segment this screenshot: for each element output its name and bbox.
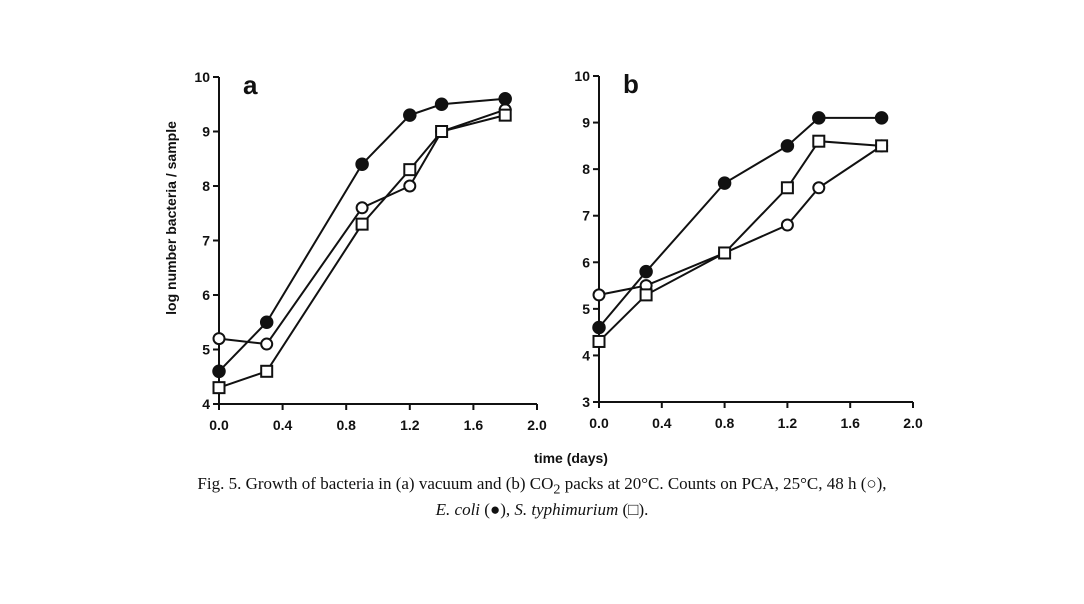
- data-point-filled-circle: [717, 176, 732, 190]
- data-point-open-square: [780, 181, 794, 195]
- series-line-open-square: [598, 140, 882, 343]
- x-tick-label: 0.4: [652, 415, 672, 431]
- caption-line-1: Fig. 5. Growth of bacteria in (a) vacuum…: [0, 474, 1084, 498]
- y-tick-label: 5: [582, 301, 590, 317]
- data-point-open-square: [498, 108, 512, 122]
- y-tick-label: 9: [202, 124, 210, 140]
- x-tick-label: 1.2: [778, 415, 798, 431]
- data-point-open-square: [639, 288, 653, 302]
- x-tick-label: 1.6: [840, 415, 860, 431]
- x-tick-label: 1.2: [400, 417, 420, 433]
- series-line-filled-circle: [218, 97, 506, 372]
- data-point-filled-circle: [592, 320, 606, 335]
- shared-ylabel: log number bacteria / sample: [163, 121, 179, 315]
- panel-label: b: [623, 69, 639, 99]
- y-tick-label: 8: [202, 178, 210, 194]
- data-point-filled-circle: [403, 108, 417, 122]
- data-point-open-square: [812, 134, 826, 148]
- caption-line-2: E. coli (●), S. typhimurium (□).: [0, 500, 1084, 520]
- data-point-open-circle: [212, 332, 226, 346]
- y-tick-label: 10: [194, 69, 210, 85]
- x-tick-label: 2.0: [527, 417, 547, 433]
- series-line-filled-circle: [598, 116, 882, 329]
- y-tick-label: 5: [202, 342, 210, 358]
- series-line-open-square: [218, 114, 506, 389]
- caption-species-ecoli: E. coli: [435, 500, 481, 519]
- x-tick-label: 2.0: [903, 415, 923, 431]
- data-point-open-square: [212, 381, 226, 395]
- data-point-filled-circle: [434, 97, 449, 111]
- y-tick-label: 3: [582, 394, 590, 410]
- series-line-open-circle: [598, 145, 883, 296]
- panel-label: a: [243, 70, 258, 100]
- y-tick-label: 7: [202, 233, 210, 249]
- caption-subscript: 2: [553, 481, 561, 498]
- data-point-open-square: [260, 364, 274, 378]
- data-point-open-circle: [812, 181, 826, 195]
- data-point-open-square: [435, 125, 449, 138]
- x-tick-label: 0.4: [273, 417, 293, 433]
- data-point-open-circle: [260, 337, 274, 351]
- caption-species-styphimurium: S. typhimurium: [514, 500, 619, 519]
- x-tick-label: 0.8: [336, 417, 356, 433]
- caption-text-2b: (□).: [618, 500, 649, 519]
- panel-b: 0.0 0.4 0.8 1.2 1.6 2.0 3 4 5 6 7 8 9 10 b: [574, 68, 923, 431]
- data-point-filled-circle: [780, 139, 795, 153]
- y-tick-label: 6: [582, 254, 590, 270]
- y-tick-label: 10: [574, 68, 590, 84]
- panel-a: 0.0 0.4 0.8 1.2 1.6 2.0 4 5 6 7 8 9 10 a: [194, 69, 547, 433]
- data-point-filled-circle: [498, 92, 512, 106]
- data-point-open-square: [592, 334, 606, 348]
- data-point-open-circle: [780, 218, 794, 232]
- x-tick-label: 0.0: [589, 415, 609, 431]
- caption-text-1b: packs at 20°C. Counts on PCA, 25°C, 48 h…: [560, 474, 887, 493]
- shared-xlabel: time (days): [534, 450, 608, 466]
- data-point-filled-circle: [212, 364, 226, 379]
- data-point-filled-circle: [639, 264, 653, 279]
- y-tick-label: 6: [202, 287, 210, 303]
- data-point-filled-circle: [812, 111, 826, 125]
- data-point-open-square: [355, 217, 369, 231]
- data-point-filled-circle: [874, 111, 889, 125]
- y-tick-label: 4: [582, 347, 590, 363]
- data-point-open-square: [718, 246, 732, 260]
- caption-text-2a: (●),: [480, 500, 515, 519]
- data-point-open-square: [403, 163, 417, 177]
- y-tick-label: 4: [202, 396, 210, 412]
- data-point-filled-circle: [355, 157, 369, 171]
- y-tick-label: 9: [582, 115, 590, 131]
- y-tick-label: 7: [582, 208, 590, 224]
- x-tick-label: 0.8: [715, 415, 735, 431]
- data-point-open-square: [875, 139, 889, 153]
- x-tick-label: 0.0: [209, 417, 229, 433]
- data-point-filled-circle: [259, 315, 274, 329]
- caption-text-1a: Fig. 5. Growth of bacteria in (a) vacuum…: [197, 474, 554, 493]
- x-tick-label: 1.6: [464, 417, 484, 433]
- data-point-open-circle: [355, 201, 369, 215]
- data-point-open-circle: [403, 179, 417, 193]
- data-point-open-circle: [592, 288, 606, 302]
- y-tick-label: 8: [582, 161, 590, 177]
